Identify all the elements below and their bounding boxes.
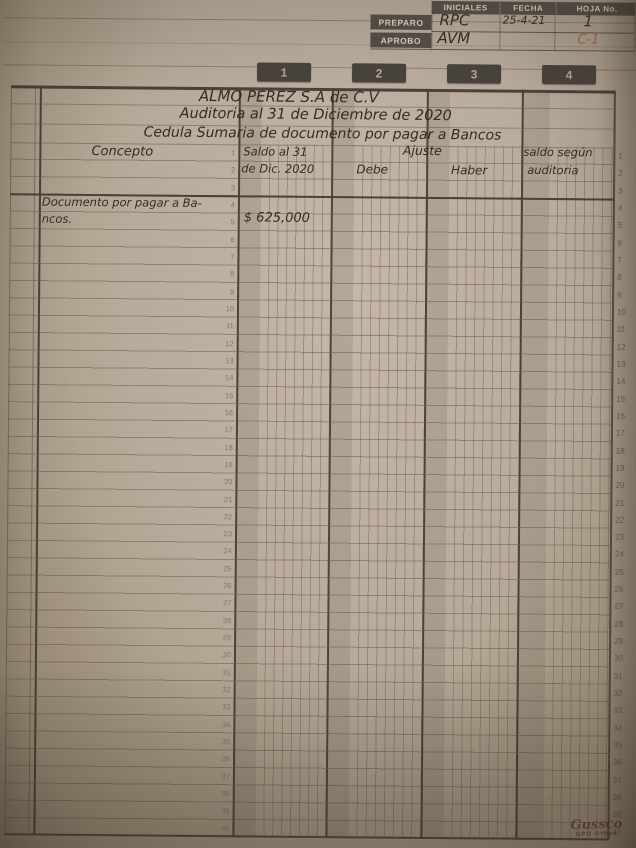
right-row-number: 8 — [617, 272, 622, 282]
right-row-number: 13 — [616, 359, 626, 369]
right-row-number: 20 — [615, 480, 625, 490]
right-row-number: 24 — [614, 550, 624, 560]
right-row-number: 19 — [615, 463, 625, 473]
right-row-number: 16 — [616, 411, 626, 421]
right-row-number: 32 — [613, 688, 623, 698]
right-row-number: 7 — [617, 255, 622, 265]
right-row-number: 34 — [613, 723, 623, 733]
right-row-number: 9 — [617, 290, 622, 300]
right-row-number: 25 — [614, 567, 624, 577]
right-row-number: 33 — [613, 705, 623, 716]
right-row-number: 14 — [616, 376, 626, 386]
right-row-number: 30 — [613, 653, 623, 664]
right-row-number: 18 — [615, 446, 625, 456]
right-row-number: 17 — [615, 428, 625, 438]
right-row-number: 28 — [614, 619, 624, 629]
right-row-number: 3 — [618, 186, 623, 196]
paper-brand: Gussco GPO Office — [562, 816, 630, 839]
brand-logo: Gussco — [570, 816, 623, 834]
right-row-number: 1 — [618, 151, 623, 161]
right-row-number: 5 — [617, 220, 623, 230]
right-row-number: 4 — [617, 203, 623, 213]
right-row-number: 10 — [616, 307, 626, 317]
right-row-number: 21 — [615, 498, 625, 508]
right-row-number: 35 — [613, 740, 623, 750]
right-row-number: 38 — [612, 792, 622, 802]
right-row-number: 36 — [613, 757, 623, 768]
right-row-number: 12 — [616, 342, 626, 352]
right-row-number: 15 — [616, 394, 626, 404]
right-row-number: 6 — [617, 238, 623, 248]
right-row-number: 2 — [618, 168, 623, 178]
right-row-number: 29 — [614, 636, 624, 646]
right-row-number: 26 — [614, 584, 624, 594]
right-row-number: 27 — [614, 602, 624, 612]
right-row-number: 11 — [616, 324, 626, 334]
right-row-number: 22 — [615, 515, 625, 525]
right-row-number: 31 — [613, 671, 623, 681]
right-row-number: 23 — [614, 532, 624, 542]
right-row-number: 37 — [612, 775, 622, 785]
